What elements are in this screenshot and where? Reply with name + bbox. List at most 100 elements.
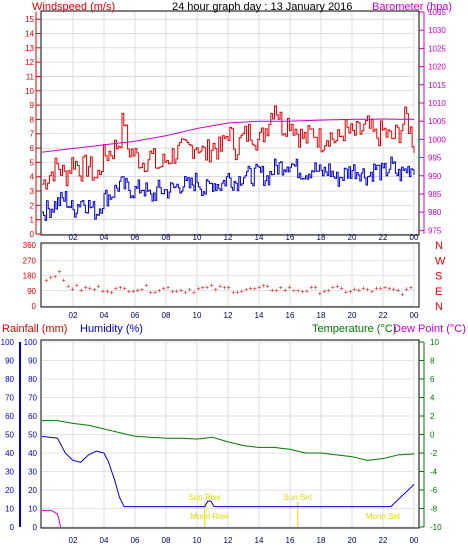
direction-point: +	[88, 286, 92, 293]
x-axis-tick: 22	[379, 536, 388, 545]
wind-axis-tick: 12	[25, 58, 34, 67]
astro-annotation: Moon Set	[366, 512, 401, 521]
direction-point: +	[322, 288, 326, 295]
humidity-line	[42, 435, 415, 508]
rain-axis-tick: 30	[5, 468, 14, 477]
x-axis-tick: 12	[224, 536, 233, 545]
direction-point: +	[357, 287, 361, 294]
direction-point: +	[335, 283, 339, 290]
rain-axis-tick: 40	[5, 449, 14, 458]
wind-axis-tick: 13	[25, 44, 34, 53]
temperature-axis-tick: -4	[430, 468, 438, 477]
direction-point: +	[153, 290, 157, 297]
humidity-axis-tick: 50	[28, 431, 37, 440]
humidity-axis-tick: 30	[28, 468, 37, 477]
tick-label-layer: 0123456789101112131415975980985990995100…	[1, 8, 447, 545]
direction-point: +	[353, 287, 357, 294]
direction-point: +	[244, 287, 248, 294]
astro-annotation: Sun Set	[284, 493, 313, 502]
barometer-axis-tick: 990	[428, 172, 442, 181]
temperature-axis-tick: 4	[430, 394, 435, 403]
barometer-axis-tick: 1020	[428, 63, 446, 72]
temperature-axis-tick: 8	[430, 357, 435, 366]
rain-axis-tick: 20	[5, 486, 14, 495]
direction-point: +	[218, 284, 222, 291]
x-axis-tick: 16	[286, 536, 295, 545]
temperature-axis-tick: -8	[430, 505, 438, 514]
rain-axis-tick: 100	[1, 338, 15, 347]
direction-point: +	[101, 289, 105, 296]
x-axis-tick: 10	[193, 536, 202, 545]
x-axis-tick: 04	[100, 233, 109, 242]
humidity-axis-tick: 80	[28, 375, 37, 384]
rainfall-line	[42, 509, 62, 528]
humidity-axis-tick: 20	[28, 486, 37, 495]
humidity-axis-tick: 0	[33, 523, 38, 532]
direction-point: +	[205, 285, 209, 292]
direction-point: +	[170, 289, 174, 296]
barometer-axis-tick: 1010	[428, 99, 446, 108]
direction-point: +	[327, 288, 331, 295]
direction-point: +	[49, 275, 53, 282]
wind-axis-tick: 15	[25, 15, 34, 24]
x-axis-tick: 10	[193, 233, 202, 242]
direction-axis-tick: 270	[23, 256, 37, 265]
x-axis-tick: 16	[286, 233, 295, 242]
wind-axis-tick: 7	[30, 130, 35, 139]
legend-rainfall: Rainfall (mm)	[2, 323, 67, 335]
temperature-axis-tick: 2	[430, 412, 435, 421]
direction-point: +	[370, 289, 374, 296]
direction-axis-tick: 0	[32, 302, 37, 311]
direction-axis-tick: 360	[23, 241, 37, 250]
temperature-axis-tick: -6	[430, 486, 438, 495]
x-axis-tick: 20	[348, 233, 357, 242]
direction-point: +	[301, 289, 305, 296]
direction-point: +	[127, 289, 131, 296]
direction-point: +	[235, 290, 239, 297]
temperature-axis-tick: -2	[430, 449, 438, 458]
x-axis-tick: 02	[69, 311, 78, 320]
direction-point: +	[379, 286, 383, 293]
direction-point: +	[105, 289, 109, 296]
direction-point: +	[188, 287, 192, 294]
rain-axis-tick: 50	[5, 431, 14, 440]
direction-point: +	[57, 269, 61, 276]
wind-axis-tick: 2	[30, 201, 35, 210]
direction-point: +	[309, 285, 313, 292]
wind-axis-tick: 3	[30, 187, 35, 196]
direction-point: +	[44, 278, 48, 285]
x-axis-tick: 00	[410, 536, 419, 545]
wind-axis-tick: 11	[26, 72, 35, 81]
direction-point: +	[266, 283, 270, 290]
humidity-axis-tick: 10	[28, 505, 37, 514]
direction-point: +	[136, 287, 140, 294]
x-axis-tick: 22	[379, 311, 388, 320]
x-axis-tick: 04	[100, 536, 109, 545]
temperature-axis-tick: 0	[430, 431, 435, 440]
x-axis-tick: 12	[224, 233, 233, 242]
direction-point: +	[409, 285, 413, 292]
x-axis-tick: 06	[131, 233, 140, 242]
barometer-line	[41, 118, 415, 153]
direction-point: +	[383, 285, 387, 292]
rain-axis-tick: 60	[5, 412, 14, 421]
wind-average-line	[42, 156, 415, 221]
direction-point: +	[149, 290, 153, 297]
direction-point: +	[400, 291, 404, 298]
x-axis-tick: 04	[100, 311, 109, 320]
x-axis-tick: 00	[410, 233, 419, 242]
direction-point: +	[118, 285, 122, 292]
direction-point: +	[296, 288, 300, 295]
direction-point: +	[314, 284, 318, 291]
humidity-axis-tick: 40	[28, 449, 37, 458]
direction-point: +	[279, 285, 283, 292]
direction-point: +	[361, 285, 365, 292]
barometer-axis-tick: 975	[428, 226, 442, 235]
direction-compass-label: E	[435, 286, 442, 298]
x-axis-tick: 20	[348, 536, 357, 545]
direction-point: +	[201, 285, 205, 292]
direction-point: +	[157, 288, 161, 295]
rain-axis-tick: 10	[5, 505, 14, 514]
